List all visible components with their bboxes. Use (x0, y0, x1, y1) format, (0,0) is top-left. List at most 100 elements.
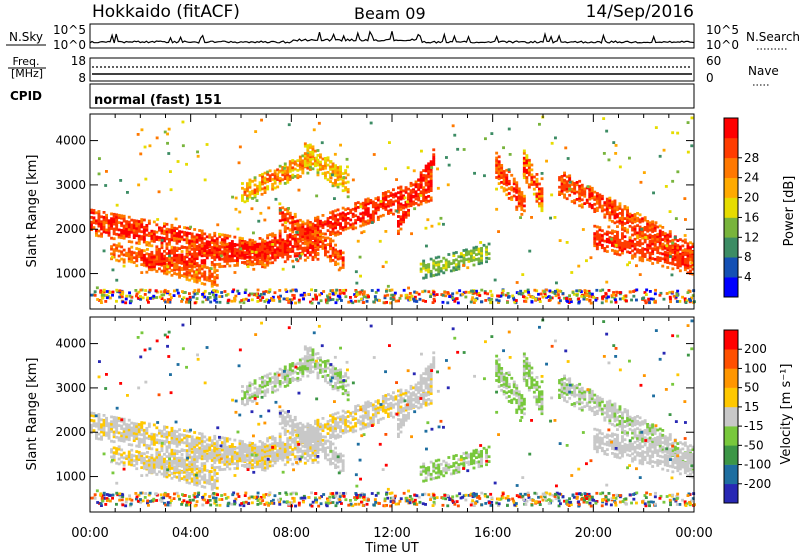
power-cell (296, 176, 300, 180)
velocity-cell (155, 448, 159, 452)
power-cell (326, 171, 330, 174)
power-cell (293, 241, 297, 244)
power-cell (286, 236, 290, 240)
power-cell (168, 258, 171, 262)
power-cell (268, 288, 272, 292)
power-cell (598, 228, 602, 232)
power-cell (336, 294, 340, 298)
power-cell (316, 231, 320, 235)
power-cell (193, 235, 197, 239)
power-cell (223, 257, 227, 261)
velocity-cell (110, 455, 113, 459)
power-cell (300, 293, 304, 297)
power-cell (656, 235, 660, 239)
power-cell (427, 167, 431, 171)
power-cell (336, 262, 340, 266)
colorbar-segment (724, 257, 738, 278)
power-cell (155, 296, 158, 299)
velocity-cell (168, 467, 171, 470)
power-cell (96, 298, 100, 301)
power-cell (127, 259, 131, 263)
power-cell (616, 220, 619, 224)
power-cell (324, 243, 327, 247)
power-cell (203, 264, 207, 267)
velocity-cell (210, 487, 214, 491)
power-cell (291, 220, 295, 224)
power-cell (644, 301, 648, 305)
power-cell (573, 186, 577, 190)
power-cell (315, 297, 318, 301)
power-cell (457, 262, 461, 266)
velocity-cell (163, 462, 166, 466)
power-cell (195, 262, 199, 265)
power-cell (316, 243, 320, 247)
power-cell (158, 257, 161, 261)
power-cell (230, 247, 234, 251)
power-cell (198, 238, 202, 242)
power-cell (515, 291, 519, 294)
power-cell (314, 224, 317, 227)
power-cell (467, 250, 471, 254)
power-cell (691, 258, 695, 261)
power-cell (178, 230, 181, 233)
power-cell (432, 261, 436, 265)
velocity-cell (223, 450, 227, 454)
power-cell (230, 240, 234, 243)
power-cell (216, 290, 219, 294)
power-cell (507, 127, 511, 131)
power-cell (281, 218, 285, 222)
velocity-cell (155, 453, 159, 457)
power-cell (339, 165, 342, 169)
power-cell (593, 232, 597, 235)
power-cell (152, 240, 156, 243)
power-cell (288, 243, 292, 246)
power-cell (107, 233, 111, 237)
power-cell (147, 268, 151, 271)
power-cell (648, 223, 652, 227)
power-cell (183, 265, 186, 269)
velocity-cell (195, 455, 199, 459)
power-cell (641, 236, 645, 240)
power-cell (424, 169, 428, 173)
power-cell (301, 171, 305, 175)
power-cell (293, 215, 297, 219)
power-cell (180, 235, 184, 239)
power-cell (595, 201, 599, 205)
power-cell (268, 251, 272, 255)
power-cell (104, 300, 108, 303)
power-cell (334, 291, 338, 295)
power-cell (268, 257, 272, 261)
power-cell (208, 235, 212, 239)
power-cell (621, 211, 624, 214)
power-cell (193, 237, 197, 241)
velocity-cell (218, 452, 222, 456)
power-cell (149, 297, 152, 300)
power-cell (329, 233, 332, 236)
power-cell (422, 262, 426, 265)
power-cell (616, 238, 619, 241)
power-cell (573, 182, 577, 185)
power-cell (259, 293, 263, 296)
power-cell (215, 242, 219, 245)
power-cell (497, 299, 501, 303)
power-cell (510, 195, 514, 199)
velocity-cell (120, 453, 124, 457)
velocity-cell (152, 423, 156, 427)
power-cell (676, 244, 680, 247)
power-cell (175, 263, 179, 266)
power-cell (641, 234, 645, 238)
power-cell (311, 145, 315, 149)
velocity-cell (115, 447, 119, 450)
nave-tick-bottom: 0 (706, 71, 714, 85)
power-cell (442, 222, 445, 226)
power-cell (303, 142, 307, 146)
power-cell (672, 294, 676, 298)
power-cell (683, 258, 687, 262)
power-cell (688, 297, 691, 301)
power-cell (158, 226, 161, 230)
power-cell (372, 153, 376, 156)
power-cell (314, 289, 318, 292)
power-cell (684, 301, 688, 304)
power-cell (321, 235, 325, 239)
power-cell (95, 219, 98, 223)
